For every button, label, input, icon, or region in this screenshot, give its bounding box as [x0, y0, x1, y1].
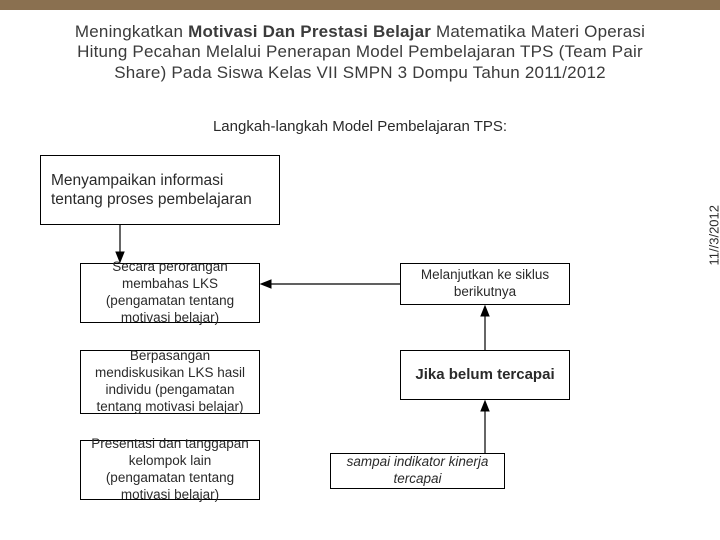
flow-box-indicator-text: sampai indikator kinerja tercapai [341, 454, 494, 488]
flow-box-notreached: Jika belum tercapai [400, 350, 570, 400]
flow-box-present: Presentasi dan tanggapan kelompok lain (… [80, 440, 260, 500]
title-bold-1: Motivasi Dan [188, 22, 295, 41]
flow-box-nextcycle-text: Melanjutkan ke siklus berikutnya [411, 267, 559, 301]
flow-box-inform-text: Menyampaikan informasi tentang proses pe… [51, 171, 269, 210]
title-text-1: Meningkatkan [75, 22, 188, 41]
flow-box-pair: Berpasangan mendiskusikan LKS hasil indi… [80, 350, 260, 414]
date-label: 11//3/2012 [706, 205, 720, 265]
flow-box-notreached-text: Jika belum tercapai [415, 366, 554, 385]
page-title: Meningkatkan Motivasi Dan Prestasi Belaj… [50, 22, 670, 83]
flow-box-present-text: Presentasi dan tanggapan kelompok lain (… [91, 436, 249, 504]
top-accent-bar [0, 0, 720, 10]
subtitle: Langkah-langkah Model Pembelajaran TPS: [0, 118, 720, 135]
flow-box-nextcycle: Melanjutkan ke siklus berikutnya [400, 263, 570, 305]
flow-box-indicator: sampai indikator kinerja tercapai [330, 453, 505, 489]
flow-box-individual: Secara perorangan membahas LKS (pengamat… [80, 263, 260, 323]
flow-box-pair-text: Berpasangan mendiskusikan LKS hasil indi… [91, 348, 249, 416]
flow-box-inform: Menyampaikan informasi tentang proses pe… [40, 155, 280, 225]
flow-box-individual-text: Secara perorangan membahas LKS (pengamat… [91, 259, 249, 327]
title-bold-2: Prestasi Belajar [300, 22, 431, 41]
